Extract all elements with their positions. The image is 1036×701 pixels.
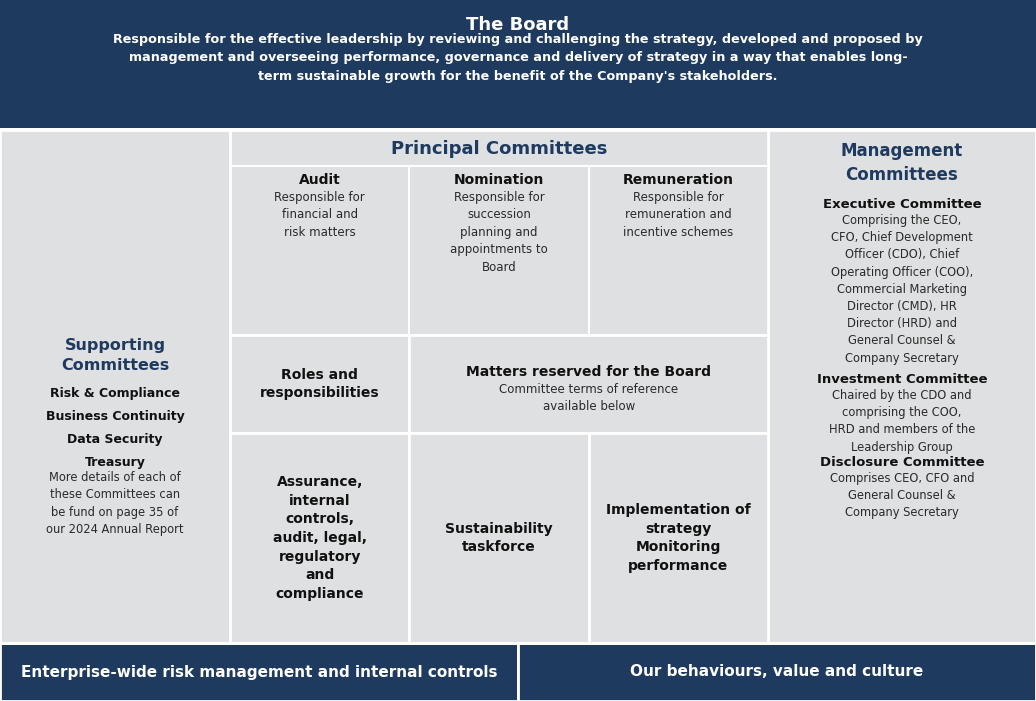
Text: Implementation of
strategy
Monitoring
performance: Implementation of strategy Monitoring pe…	[606, 503, 751, 573]
Text: Responsible for
financial and
risk matters: Responsible for financial and risk matte…	[275, 191, 365, 239]
Bar	[0, 0, 1036, 130]
Text: Enterprise-wide risk management and internal controls: Enterprise-wide risk management and inte…	[21, 665, 497, 679]
Text: Chaired by the CDO and
comprising the COO,
HRD and members of the
Leadership Gro: Chaired by the CDO and comprising the CO…	[829, 389, 975, 454]
Text: Treasury: Treasury	[85, 456, 145, 469]
Text: Sustainability
taskforce: Sustainability taskforce	[445, 522, 553, 554]
Text: Matters reserved for the Board: Matters reserved for the Board	[466, 365, 711, 379]
Text: Management
Committees: Management Committees	[841, 142, 963, 184]
Bar	[0, 643, 518, 701]
Bar	[409, 433, 588, 643]
Bar	[230, 433, 409, 643]
Bar	[0, 130, 230, 643]
Text: Committee terms of reference
available below: Committee terms of reference available b…	[499, 383, 679, 413]
Bar	[230, 165, 768, 167]
Text: Roles and
responsibilities: Roles and responsibilities	[260, 368, 379, 400]
Text: Audit: Audit	[298, 173, 341, 187]
Bar	[518, 643, 1036, 701]
Text: Responsible for
succession
planning and
appointments to
Board: Responsible for succession planning and …	[450, 191, 548, 274]
Bar	[230, 335, 409, 433]
Bar	[768, 130, 1036, 643]
Text: Supporting
Committees: Supporting Committees	[61, 339, 169, 373]
Text: Responsible for
remuneration and
incentive schemes: Responsible for remuneration and incenti…	[624, 191, 733, 239]
Bar	[0, 128, 1036, 131]
Bar	[409, 335, 768, 433]
Text: More details of each of
these Committees can
be fund on page 35 of
our 2024 Annu: More details of each of these Committees…	[47, 471, 183, 536]
Bar	[587, 165, 589, 335]
Text: Comprises CEO, CFO and
General Counsel &
Company Secretary: Comprises CEO, CFO and General Counsel &…	[830, 472, 974, 519]
Bar	[230, 130, 768, 335]
Text: Investment Committee: Investment Committee	[816, 373, 987, 386]
Text: Comprising the CEO,
CFO, Chief Development
Officer (CDO), Chief
Operating Office: Comprising the CEO, CFO, Chief Developme…	[831, 214, 973, 365]
Text: Responsible for the effective leadership by reviewing and challenging the strate: Responsible for the effective leadership…	[113, 33, 923, 83]
Text: Principal Committees: Principal Committees	[391, 140, 607, 158]
Text: Assurance,
internal
controls,
audit, legal,
regulatory
and
compliance: Assurance, internal controls, audit, leg…	[272, 475, 367, 601]
Text: Disclosure Committee: Disclosure Committee	[819, 456, 984, 469]
Text: Business Continuity: Business Continuity	[46, 410, 184, 423]
Text: Data Security: Data Security	[67, 433, 163, 447]
Text: Remuneration: Remuneration	[623, 173, 733, 187]
Text: The Board: The Board	[466, 16, 570, 34]
Text: Risk & Compliance: Risk & Compliance	[50, 387, 180, 400]
Bar	[588, 433, 768, 643]
Text: Our behaviours, value and culture: Our behaviours, value and culture	[630, 665, 924, 679]
Text: Nomination: Nomination	[454, 173, 544, 187]
Bar	[408, 165, 410, 335]
Text: Executive Committee: Executive Committee	[823, 198, 981, 211]
